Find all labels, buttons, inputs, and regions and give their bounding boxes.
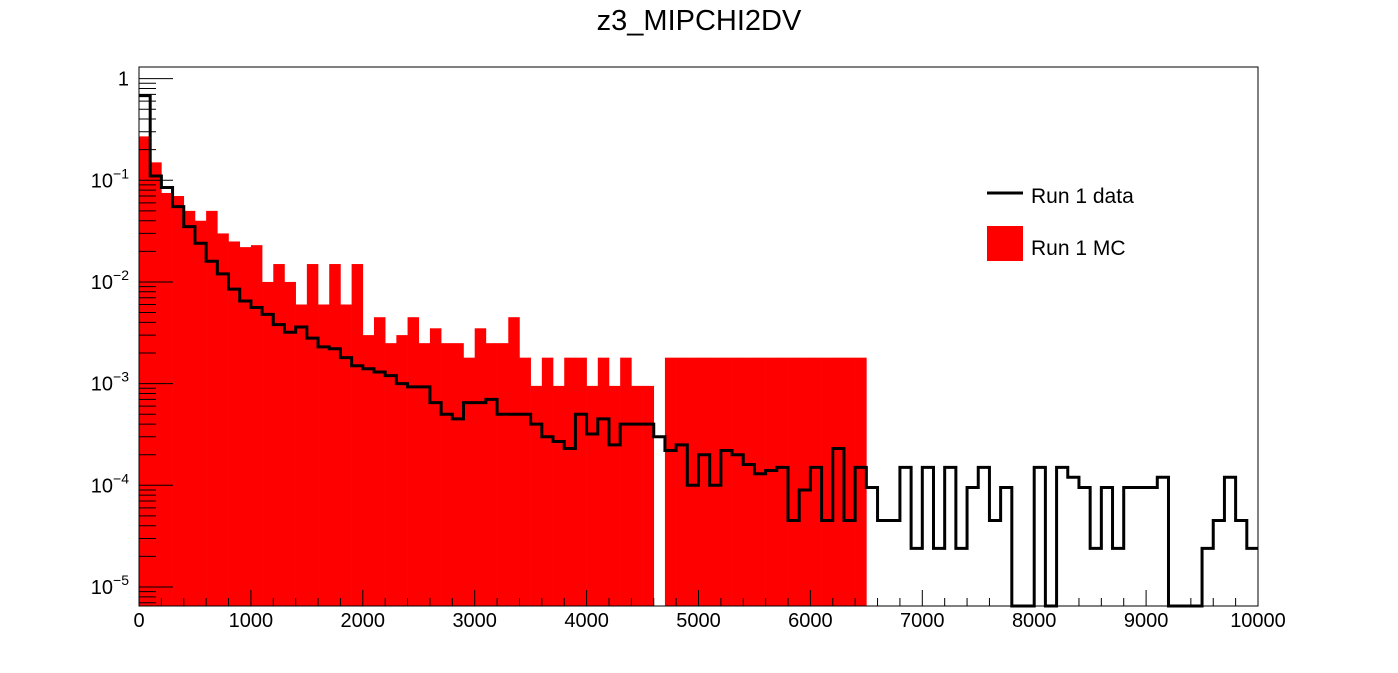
legend-swatch-mc [987,226,1023,261]
mc-bar [676,357,688,606]
mc-bar [631,385,643,606]
mc-bar [150,162,162,606]
legend-label-data: Run 1 data [1031,185,1134,208]
mc-bar [732,357,744,606]
data-histogram-line [139,94,1258,608]
x-tick-label: 0 [133,610,144,632]
mc-bar [597,357,610,606]
mc-bar [620,357,632,606]
mc-bar [183,210,196,606]
mc-bar [284,281,296,606]
data-step-path [139,94,1258,608]
legend-label-mc: Run 1 MC [1031,237,1126,260]
mc-bar [664,357,677,606]
mc-bar [497,343,509,606]
x-tick-label: 10000 [1230,610,1286,632]
mc-bar [139,136,151,606]
mc-bar [765,357,778,606]
y-tick-label: 10−2 [91,267,129,294]
mc-bar [418,343,431,606]
x-tick-label: 2000 [341,610,386,632]
mc-bar [810,357,822,606]
chart-title: z3_MIPCHI2DV [597,5,802,37]
x-tick-label: 4000 [564,610,609,632]
mc-bar [295,304,308,606]
x-tick-label: 1000 [229,610,274,632]
x-tick-label: 8000 [1012,610,1057,632]
mc-bar [194,220,207,606]
mc-bar [340,304,352,606]
mc-bar [642,385,655,606]
mc-bar [687,357,699,606]
mc-bar [575,357,587,606]
mc-bar [743,357,755,606]
mc-bar [821,357,834,606]
mc-bar [452,343,464,606]
mc-bar [318,304,330,606]
mc-bar [351,264,364,606]
mc-bar [754,357,766,606]
y-tick-label: 10−4 [91,470,129,497]
mc-bar [206,210,218,606]
mc-bar [474,328,487,606]
mc-bar [239,247,252,606]
mc-histogram-bars [139,136,867,607]
x-tick-label: 9000 [1124,610,1169,632]
x-tick-label: 5000 [676,610,721,632]
mc-bar [608,385,621,606]
mc-bar [508,317,520,606]
mc-bar [832,357,845,606]
y-tick-label: 10−1 [91,165,129,192]
mc-bar [519,357,531,606]
mc-bar [362,335,375,606]
mc-bar [396,335,408,606]
mc-bar [541,357,554,606]
mc-bar [172,196,185,606]
mc-bar [217,233,229,606]
x-tick-label: 6000 [788,610,833,632]
mc-bar [709,357,722,606]
mc-bar [273,264,285,606]
mc-bar [463,357,475,606]
mc-bar [429,328,442,606]
mc-bar [776,357,789,606]
mc-bar [530,385,543,606]
legend: Run 1 data Run 1 MC [987,185,1134,261]
mc-bar [329,264,341,606]
mc-bar [262,281,274,606]
mc-bar [843,357,856,606]
y-tick-label: 10−3 [91,369,129,396]
mc-bar [373,317,386,606]
mc-bar [161,192,173,607]
mc-bar [250,245,263,606]
mc-bar [855,357,867,606]
mc-bar [407,317,420,606]
mc-bar [306,264,319,606]
mc-bar [586,385,599,606]
mc-bar [564,357,576,606]
y-axis: 1 10−1 10−2 10−3 10−4 10−5 [91,69,173,604]
mc-bar [553,385,565,606]
mc-bar [228,241,241,606]
mc-bar [720,357,733,606]
mc-bar [485,343,498,606]
mc-bar [698,357,710,606]
y-tick-label: 10−5 [91,572,129,599]
mc-bar [441,343,453,606]
mc-bar [385,343,397,606]
mc-bar [788,357,800,606]
x-tick-label: 7000 [900,610,945,632]
x-axis: 0 1000 2000 3000 4000 5000 6000 7000 8000 9000 100… [133,590,1286,632]
y-tick-label: 1 [118,69,129,91]
x-tick-label: 3000 [452,610,497,632]
mc-bar [799,357,811,606]
